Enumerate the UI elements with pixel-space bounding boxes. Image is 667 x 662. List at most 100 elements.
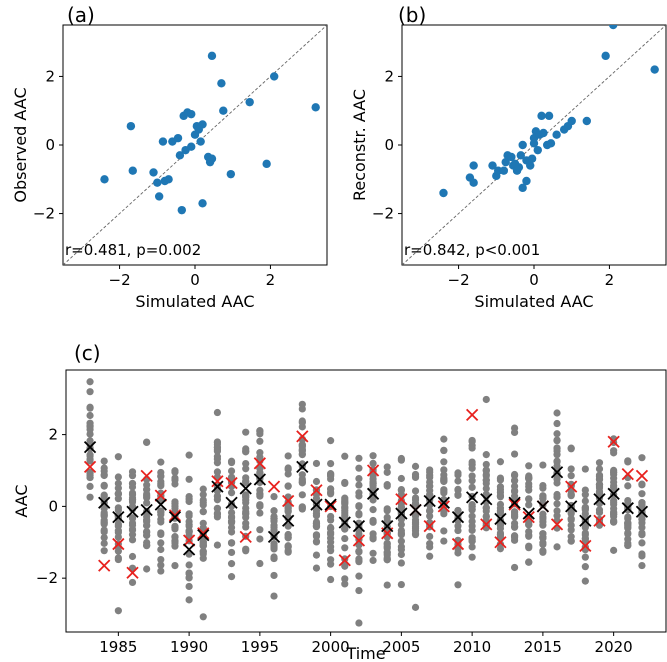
panel-c-ensemble-dot xyxy=(312,506,321,515)
panel-c-observed-marker xyxy=(324,500,337,513)
panel-c-reconstructed-series xyxy=(83,441,649,556)
panel-c-ensemble-dot xyxy=(213,468,222,476)
panel-c-ensemble-dot xyxy=(482,451,490,459)
panel-c-ensemble-dot xyxy=(284,452,292,460)
panel-c-ensemble-dot xyxy=(227,489,236,497)
panel-c-ensemble-dot xyxy=(143,438,151,447)
panel-c-ensemble-dot xyxy=(581,529,589,537)
panel-a-point xyxy=(126,121,136,131)
panel-c-ensemble-dot xyxy=(553,457,561,465)
panel-c-ensemble-dot xyxy=(581,486,589,494)
panel-c-observed-marker-stroke xyxy=(182,534,196,547)
panel-c-ensemble-dot xyxy=(581,535,589,543)
panel-c-ensemble-dot xyxy=(426,491,434,499)
panel-c-ensemble-dot xyxy=(312,512,321,520)
panel-c-ensemble-dot xyxy=(114,495,122,503)
panel-c-ensemble-dot xyxy=(157,529,165,537)
panel-c-reconstructed-marker xyxy=(168,511,182,524)
panel-c-ensemble-dot xyxy=(341,562,349,570)
panel-c-ensemble-dot xyxy=(128,468,137,476)
panel-c-ensemble-dot xyxy=(638,561,646,570)
panel-c-ensemble-dot xyxy=(143,499,151,507)
panel-c-ensemble-dot xyxy=(298,471,306,479)
panel-c-ensemble-dot xyxy=(213,541,222,549)
panel-c-ensemble-dot xyxy=(355,454,363,462)
panel-c-ensemble-dot xyxy=(397,559,405,567)
panel-c-ensemble-dot xyxy=(510,523,519,531)
panel-c-ensemble-dot xyxy=(128,514,137,522)
panel-c-ensemble-dot xyxy=(143,518,151,526)
panel-a-point xyxy=(270,72,279,81)
panel-c-ensemble-dot xyxy=(510,476,519,485)
panel-c-reconstructed-marker xyxy=(607,487,620,500)
panel-c-ensemble-dot xyxy=(171,542,179,550)
panel-c-reconstructed-marker xyxy=(494,512,507,526)
panel-b-point xyxy=(507,152,516,162)
panel-c-ensemble-dot xyxy=(312,537,321,546)
panel-b-reference-line xyxy=(402,25,666,265)
panel-a-point xyxy=(164,175,173,184)
panel-c-reconstructed-marker xyxy=(98,496,111,509)
panel-c-observed-marker-stroke xyxy=(239,530,252,544)
panel-a-x-tick-label: 0 xyxy=(190,271,200,289)
panel-c-ensemble-dot xyxy=(143,492,151,500)
panel-c-ensemble-dot xyxy=(610,510,618,519)
panel-c-reconstructed-marker-stroke xyxy=(239,482,252,495)
panel-c-ensemble-dot xyxy=(454,469,462,477)
panel-c-ensemble-dot xyxy=(270,592,278,600)
panel-c-observed-marker xyxy=(296,430,309,443)
panel-c-reconstructed-marker-stroke xyxy=(480,493,493,506)
panel-c-ensemble-dot xyxy=(426,468,434,476)
panel-c-y-tick-label: 2 xyxy=(48,426,58,444)
panel-a-point xyxy=(196,137,205,146)
panel-c-reconstructed-marker xyxy=(225,496,238,509)
panel-b-point xyxy=(533,145,542,155)
panel-c-ensemble-dot xyxy=(242,493,250,502)
panel-c-ensemble-dot xyxy=(638,552,646,560)
panel-c-ensemble-dot xyxy=(114,555,122,564)
panel-c-ensemble-dot xyxy=(341,478,349,487)
panel-c-ensemble-dot xyxy=(553,462,561,470)
panel-a-y-tick-label: −2 xyxy=(33,205,55,223)
panel-c-ensemble-dot xyxy=(581,506,589,514)
panel-c-reconstructed-marker xyxy=(267,530,281,544)
panel-c-ensemble-dot xyxy=(312,564,321,572)
panel-c-reconstructed-marker-stroke xyxy=(126,505,139,518)
panel-c-ensemble-dot xyxy=(468,438,476,446)
panel-a-x-axis-label: Simulated AAC xyxy=(135,292,254,311)
panel-b-point xyxy=(529,139,539,148)
panel-a-x-tick-label: −2 xyxy=(109,271,131,289)
panel-c-ensemble-dot xyxy=(581,553,589,561)
panel-c-ensemble-dot xyxy=(341,525,349,533)
panel-b-y-tick-label: 2 xyxy=(384,67,394,85)
panel-c-ensemble-dot xyxy=(440,446,448,454)
panel-c-ensemble-dot xyxy=(496,483,505,491)
panel-c-ensemble-dot xyxy=(100,491,108,499)
panel-b-scatter: (b) −2 0 2 −2 0 2 r=0.842, p<0.001 Simulated AA… xyxy=(350,3,667,311)
panel-c-ensemble-dot xyxy=(227,560,236,568)
panel-c-ensemble-dot xyxy=(624,530,632,538)
panel-a-point xyxy=(177,205,186,215)
panel-c-ensemble-dot xyxy=(298,504,306,512)
panel-c-observed-marker xyxy=(550,518,564,531)
panel-a-point xyxy=(187,142,196,151)
panel-c-reconstructed-marker xyxy=(409,503,422,517)
panel-c-observed-marker xyxy=(522,511,535,524)
panel-c-ensemble-dot xyxy=(440,487,448,495)
panel-c-ensemble-dot xyxy=(581,465,589,473)
panel-c-ensemble-dot xyxy=(525,544,533,552)
panel-c-ensemble-dot xyxy=(440,475,448,483)
panel-b-point xyxy=(601,51,610,61)
panel-c-ensemble-dot xyxy=(213,504,222,512)
panel-c-ensemble-dot xyxy=(157,555,165,564)
panel-c-ensemble-dot xyxy=(270,514,278,523)
panel-c-ensemble-dot xyxy=(199,550,207,558)
panel-b-x-tick-label: 0 xyxy=(529,271,539,289)
panel-c-ensemble-dot xyxy=(185,570,193,578)
panel-b-point xyxy=(537,111,546,121)
panel-c-ensemble-dot xyxy=(242,513,250,521)
panel-c-ensemble-dot xyxy=(143,513,151,521)
panel-c-ensemble-dot xyxy=(397,580,405,589)
panel-c-ensemble-dot xyxy=(624,482,632,490)
panel-c-ensemble-dot xyxy=(86,411,94,420)
